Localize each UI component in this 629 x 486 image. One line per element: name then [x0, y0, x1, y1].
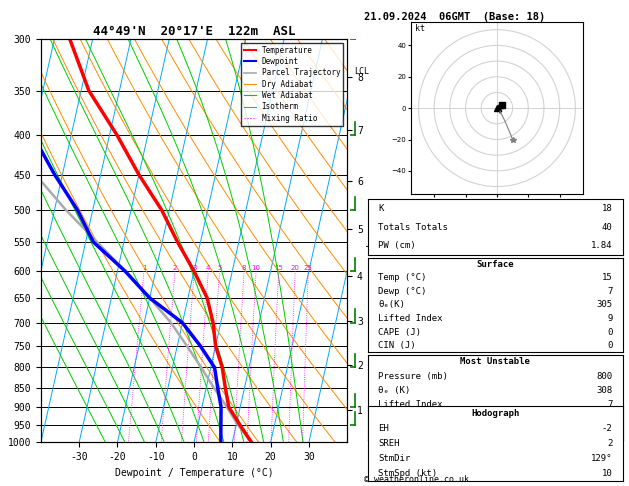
Text: Hodograph: Hodograph — [471, 409, 520, 418]
Text: 10: 10 — [602, 469, 613, 478]
Text: CAPE (J): CAPE (J) — [378, 414, 421, 423]
Legend: Temperature, Dewpoint, Parcel Trajectory, Dry Adiabat, Wet Adiabat, Isotherm, Mi: Temperature, Dewpoint, Parcel Trajectory… — [241, 43, 343, 125]
Text: 15: 15 — [602, 274, 613, 282]
Text: Lifted Index: Lifted Index — [378, 314, 443, 323]
Y-axis label: km
ASL: km ASL — [365, 232, 387, 249]
Text: StmDir: StmDir — [378, 454, 410, 463]
Text: Pressure (mb): Pressure (mb) — [378, 371, 448, 381]
Text: 7: 7 — [607, 400, 613, 409]
Text: LCL: LCL — [354, 67, 369, 76]
Text: 0: 0 — [607, 341, 613, 350]
Text: 15: 15 — [274, 265, 283, 271]
Text: 25: 25 — [304, 265, 313, 271]
Text: 21.09.2024  06GMT  (Base: 18): 21.09.2024 06GMT (Base: 18) — [364, 12, 545, 22]
Text: 0: 0 — [607, 328, 613, 336]
Text: 1: 1 — [142, 265, 147, 271]
Text: 0: 0 — [607, 428, 613, 437]
Text: 2: 2 — [173, 265, 177, 271]
Text: 305: 305 — [596, 300, 613, 310]
Text: θₑ(K): θₑ(K) — [378, 300, 405, 310]
Text: StmSpd (kt): StmSpd (kt) — [378, 469, 437, 478]
Text: Lifted Index: Lifted Index — [378, 400, 443, 409]
Y-axis label: hPa: hPa — [0, 232, 2, 249]
Text: Most Unstable: Most Unstable — [460, 357, 530, 366]
Text: 40: 40 — [602, 223, 613, 232]
Text: -2: -2 — [602, 424, 613, 433]
Text: 18: 18 — [602, 204, 613, 213]
Text: 4: 4 — [206, 265, 211, 271]
Text: CIN (J): CIN (J) — [378, 428, 416, 437]
Text: Totals Totals: Totals Totals — [378, 223, 448, 232]
Text: CIN (J): CIN (J) — [378, 341, 416, 350]
Text: 2: 2 — [607, 439, 613, 448]
Text: K: K — [378, 204, 384, 213]
Text: θₑ (K): θₑ (K) — [378, 386, 410, 395]
Text: © weatheronline.co.uk: © weatheronline.co.uk — [364, 474, 469, 484]
Text: 1.84: 1.84 — [591, 242, 613, 250]
Text: Temp (°C): Temp (°C) — [378, 274, 426, 282]
Text: 129°: 129° — [591, 454, 613, 463]
Text: CAPE (J): CAPE (J) — [378, 328, 421, 336]
Text: kt: kt — [415, 24, 425, 33]
Text: 9: 9 — [607, 314, 613, 323]
Text: 10: 10 — [252, 265, 260, 271]
Title: 44°49'N  20°17'E  122m  ASL: 44°49'N 20°17'E 122m ASL — [93, 25, 295, 38]
Text: Surface: Surface — [477, 260, 514, 269]
Text: SREH: SREH — [378, 439, 399, 448]
Text: Dewp (°C): Dewp (°C) — [378, 287, 426, 296]
Text: 3: 3 — [192, 265, 196, 271]
Text: 7: 7 — [607, 287, 613, 296]
Text: 5: 5 — [218, 265, 221, 271]
Text: 0: 0 — [607, 414, 613, 423]
Text: PW (cm): PW (cm) — [378, 242, 416, 250]
Text: 308: 308 — [596, 386, 613, 395]
Text: EH: EH — [378, 424, 389, 433]
Text: 20: 20 — [291, 265, 299, 271]
Text: 800: 800 — [596, 371, 613, 381]
Text: 8: 8 — [242, 265, 247, 271]
X-axis label: Dewpoint / Temperature (°C): Dewpoint / Temperature (°C) — [114, 468, 274, 478]
